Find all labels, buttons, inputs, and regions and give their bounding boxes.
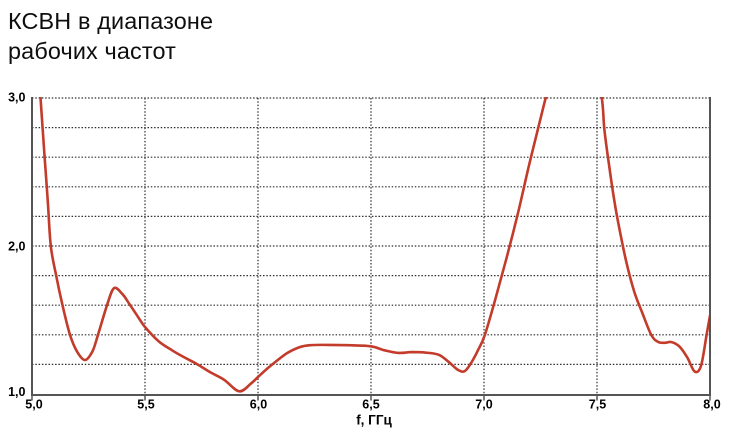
svg-text:5,5: 5,5 bbox=[137, 398, 154, 412]
svg-text:6,5: 6,5 bbox=[362, 398, 379, 412]
svg-text:2,0: 2,0 bbox=[8, 240, 25, 254]
svg-text:f, ГГц: f, ГГц bbox=[356, 413, 392, 428]
svg-text:7,0: 7,0 bbox=[475, 398, 492, 412]
svg-text:7,5: 7,5 bbox=[589, 398, 606, 412]
svg-text:6,0: 6,0 bbox=[250, 398, 267, 412]
svg-text:5,0: 5,0 bbox=[25, 398, 42, 412]
svg-text:8,0: 8,0 bbox=[703, 398, 720, 412]
svg-text:1,0: 1,0 bbox=[8, 385, 25, 399]
svg-text:3,0: 3,0 bbox=[8, 91, 25, 105]
